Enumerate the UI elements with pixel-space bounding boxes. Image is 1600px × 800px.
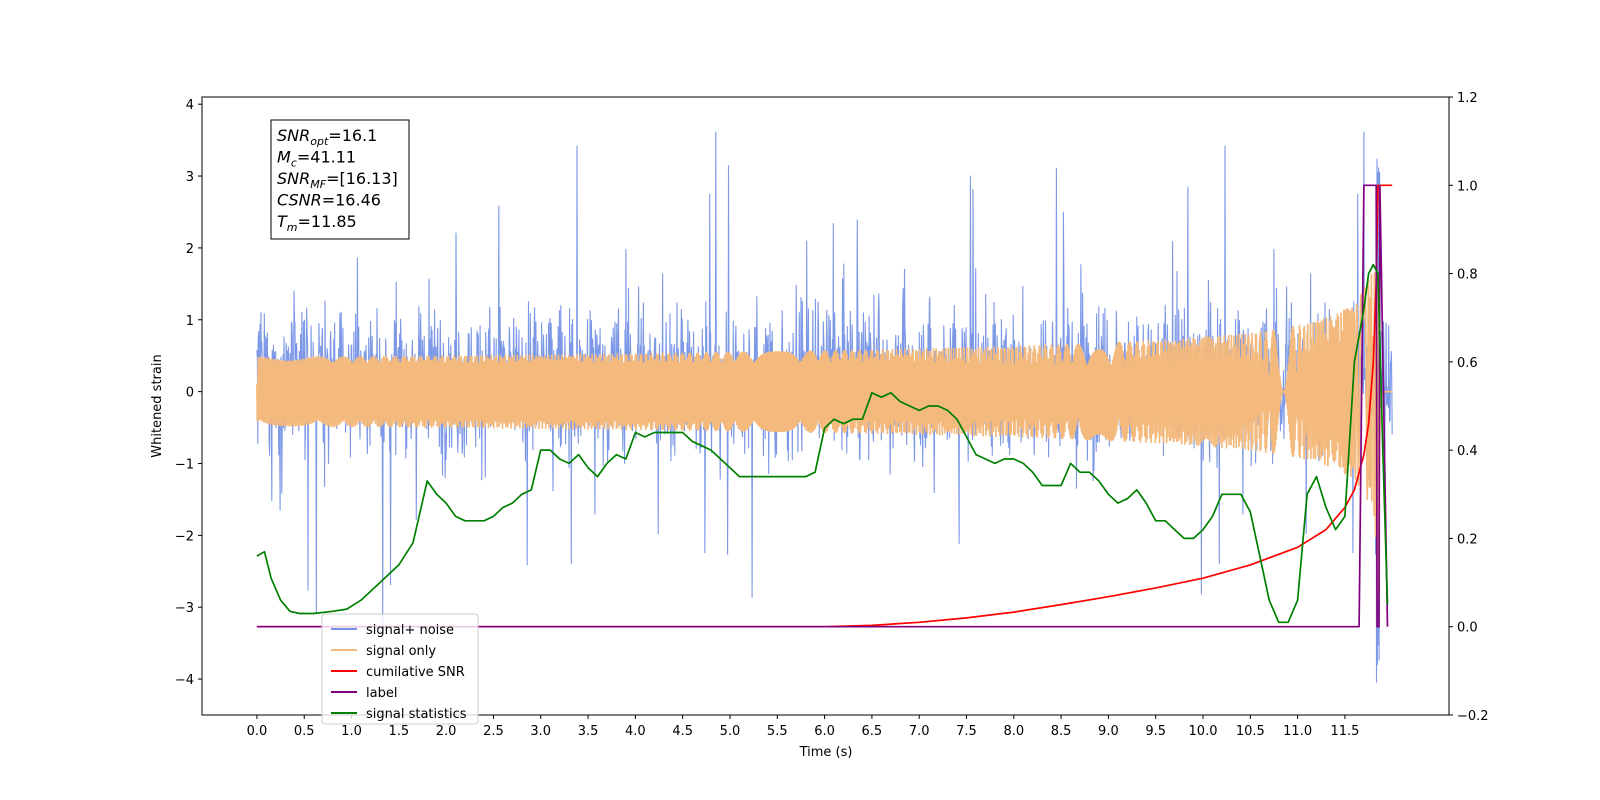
x-tick-label: 5.0 (720, 724, 741, 739)
x-tick-label: 0.0 (247, 724, 268, 739)
x-tick-label: 8.5 (1051, 724, 1072, 739)
annotation-line: SNRMF=[16.13] (277, 169, 398, 191)
legend-label: label (366, 686, 397, 701)
x-tick-label: 2.5 (483, 724, 504, 739)
y-axis-label: Whitened strain (150, 354, 165, 457)
annotation-line: Tm=11.85 (277, 212, 357, 234)
x-tick-label: 3.5 (578, 724, 599, 739)
y-right-tick-label: 0.8 (1457, 268, 1478, 283)
x-tick-label: 4.0 (625, 724, 646, 739)
annotation-line: CSNR=16.46 (277, 191, 381, 210)
y-left-tick-label: −4 (175, 673, 194, 688)
x-tick-label: 3.0 (530, 724, 551, 739)
legend-label: signal only (366, 644, 436, 659)
y-right-tick-label: 0.0 (1457, 621, 1478, 636)
legend: signal+ noise signal only cumilative SNR la… (321, 613, 479, 725)
x-tick-label: 7.0 (909, 724, 930, 739)
y-right-tick-label: 0.2 (1457, 532, 1478, 547)
x-tick-label: 2.0 (436, 724, 457, 739)
x-tick-label: 6.5 (862, 724, 883, 739)
series-line-signal-only (256, 257, 1393, 599)
y-right-tick-label: 1.0 (1457, 179, 1478, 194)
y-right-tick-label: 0.6 (1457, 356, 1478, 371)
x-axis: 0.0 0.5 1.0 1.5 2.0 2.5 3.0 3.5 4.0 4.5 5.0 5.5 6.0 6… (247, 715, 1359, 739)
plot-frame (201, 96, 1450, 716)
legend-label: signal+ noise (366, 623, 454, 638)
y-axis-left: −4 −3 −2 −1 0 1 2 3 4 (175, 98, 202, 688)
legend-label: cumilative SNR (366, 665, 465, 680)
annotation-value: =[16.13] (326, 169, 398, 188)
y-right-tick-label: −0.2 (1457, 709, 1489, 724)
annotation-subscript: opt (310, 135, 329, 148)
series-layer (256, 131, 1393, 683)
stats-annotation-box: SNRopt=16.1Mc=41.11SNRMF=[16.13]CSNR=16.… (270, 119, 410, 240)
y-left-tick-label: −3 (175, 601, 194, 616)
annotation-variable: CSNR (277, 191, 322, 210)
legend-label: signal statistics (366, 707, 467, 722)
annotation-value: =16.1 (328, 126, 377, 145)
x-tick-label: 1.0 (341, 724, 362, 739)
annotation-variable: SNR (277, 126, 310, 145)
x-tick-label: 9.5 (1145, 724, 1166, 739)
x-tick-label: 1.5 (388, 724, 409, 739)
y-left-tick-label: 0 (186, 386, 194, 401)
x-tick-label: 4.5 (672, 724, 693, 739)
x-tick-label: 10.5 (1236, 724, 1265, 739)
annotation-frame (270, 119, 410, 240)
annotation-subscript: c (291, 157, 297, 170)
y-left-tick-label: 3 (186, 170, 194, 185)
y-left-tick-label: −1 (175, 457, 194, 472)
y-right-tick-label: 1.2 (1457, 91, 1478, 106)
y-left-tick-label: −2 (175, 529, 194, 544)
x-axis-label: Time (s) (799, 745, 853, 760)
annotation-line: Mc=41.11 (277, 148, 356, 170)
x-tick-label: 6.0 (814, 724, 835, 739)
annotation-variable: T (277, 212, 288, 231)
annotation-subscript: MF (310, 178, 326, 191)
annotation-variable: M (277, 148, 291, 167)
x-tick-label: 11.0 (1283, 724, 1312, 739)
x-tick-label: 11.5 (1330, 724, 1359, 739)
y-axis-right: −0.2 0.0 0.2 0.4 0.6 0.8 1.0 1.2 (1449, 91, 1489, 724)
x-tick-label: 9.0 (1098, 724, 1119, 739)
annotation-variable: SNR (277, 169, 310, 188)
annotation-value: =41.11 (297, 148, 356, 167)
annotation-value: =16.46 (322, 191, 381, 210)
x-tick-label: 0.5 (294, 724, 315, 739)
y-left-tick-label: 4 (186, 98, 194, 113)
x-tick-label: 8.0 (1003, 724, 1024, 739)
annotation-line: SNRopt=16.1 (277, 126, 377, 148)
x-tick-label: 10.0 (1189, 724, 1218, 739)
series-line-label (256, 184, 1389, 628)
y-right-tick-label: 0.4 (1457, 444, 1478, 459)
legend-frame (321, 613, 479, 725)
x-tick-label: 7.5 (956, 724, 977, 739)
series-line-signal-statistics (256, 263, 1389, 624)
annotation-value: =11.85 (298, 212, 357, 231)
annotation-subscript: m (287, 221, 298, 234)
y-left-tick-label: 2 (186, 242, 194, 257)
x-tick-label: 5.5 (767, 724, 788, 739)
series-line-cumilative-snr (256, 184, 1393, 628)
y-left-tick-label: 1 (186, 314, 194, 329)
